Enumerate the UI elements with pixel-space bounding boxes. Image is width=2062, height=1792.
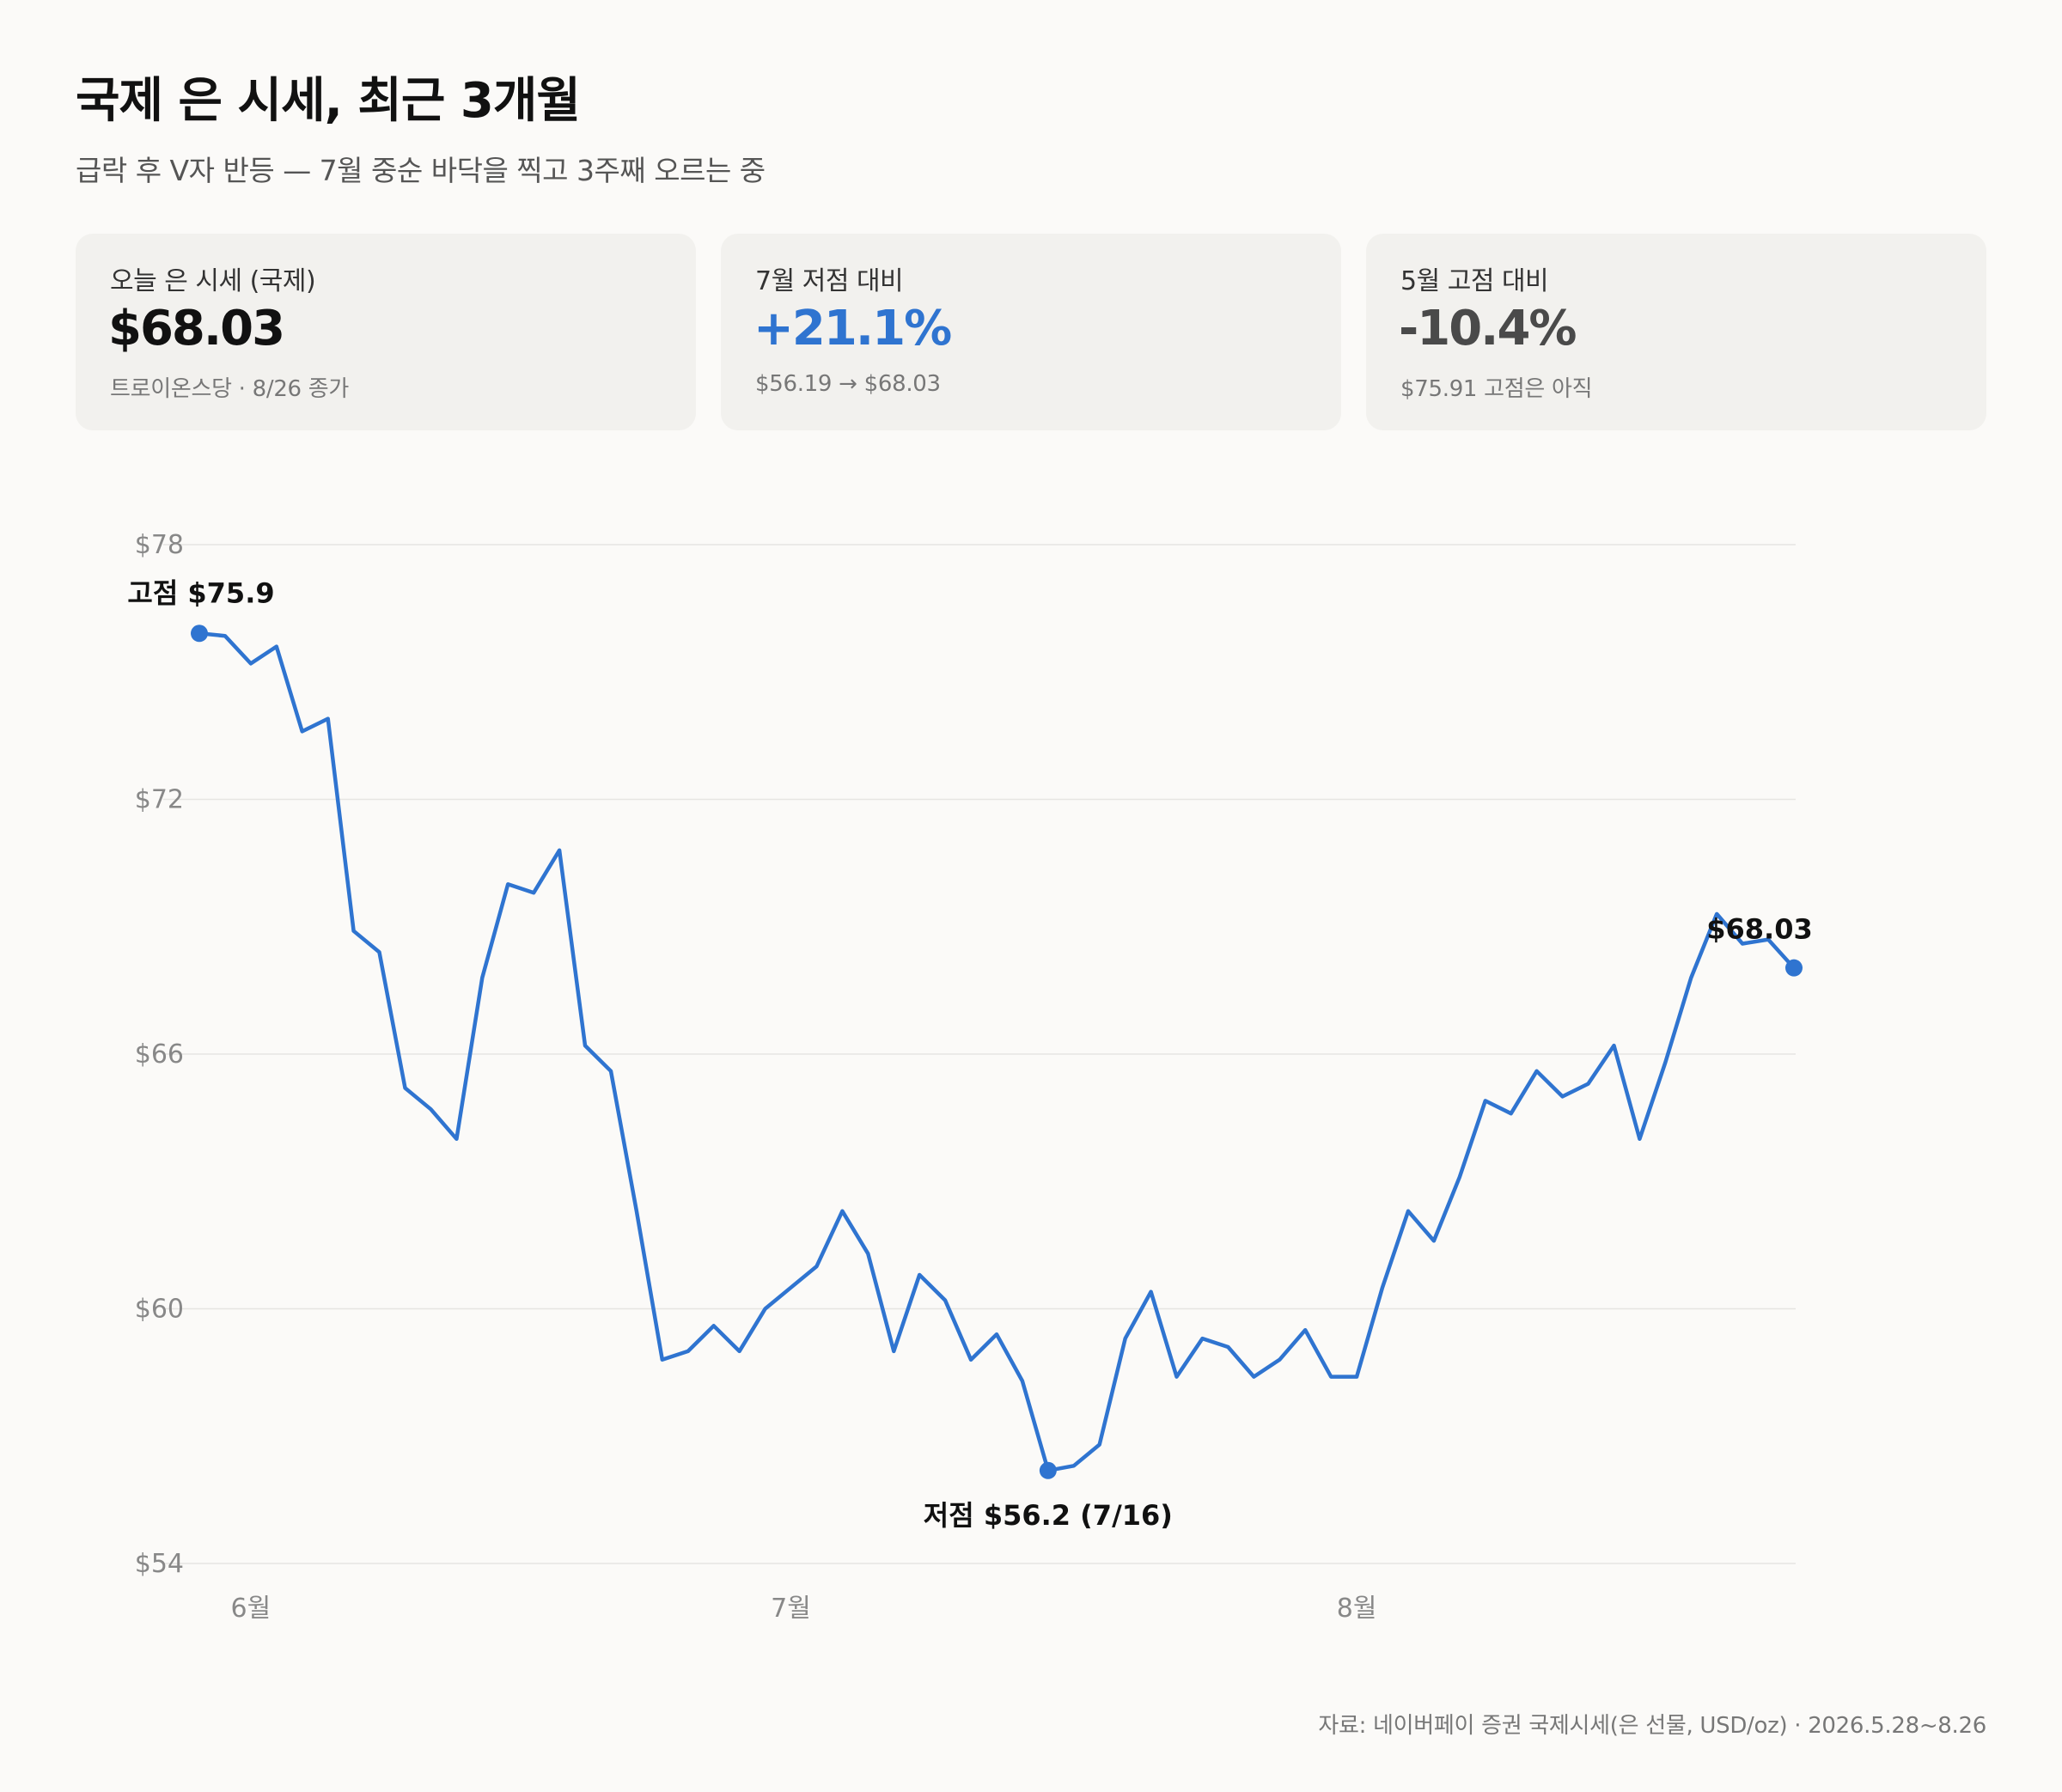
card-vs-july-low: 7월 저점 대비 +21.1% $56.19 → $68.03	[721, 234, 1341, 430]
summary-cards: 오늘 은 시세 (국제) $68.03 트로이온스당 · 8/26 종가 7월 …	[76, 234, 1986, 430]
card-note: $56.19 → $68.03	[755, 371, 941, 397]
card-note: $75.91 고점은 아직	[1400, 376, 1593, 402]
y-tick-label: $54	[135, 1549, 184, 1579]
card-vs-may-high: 5월 고점 대비 -10.4% $75.91 고점은 아직	[1366, 234, 1986, 430]
series-layer	[197, 631, 1797, 1473]
card-label: 5월 고점 대비	[1400, 266, 1549, 296]
card-value: -10.4%	[1399, 301, 1577, 357]
data-point	[191, 625, 208, 643]
card-label: 7월 저점 대비	[755, 266, 904, 296]
card-value: $68.03	[108, 301, 285, 357]
x-tick-label: 6월	[231, 1594, 271, 1624]
x-axis-ticks: 6월 7월 8월	[231, 1594, 1377, 1624]
annotation-label: 고점 $75.9	[127, 576, 274, 609]
grid-lines	[163, 544, 1796, 1564]
data-point	[1785, 959, 1803, 977]
card-label: 오늘 은 시세 (국제)	[110, 266, 316, 296]
x-tick-label: 7월	[771, 1594, 811, 1624]
card-today-price: 오늘 은 시세 (국제) $68.03 트로이온스당 · 8/26 종가	[76, 234, 696, 430]
annotations: 고점 $75.9 저점 $56.2 (7/16) $68.03	[127, 576, 1812, 1531]
data-point	[1039, 1461, 1057, 1479]
annotation-label: 저점 $56.2 (7/16)	[924, 1499, 1173, 1532]
card-value: +21.1%	[753, 301, 952, 357]
x-tick-label: 8월	[1337, 1594, 1377, 1624]
chart-title: 국제 은 시세, 최근 3개월	[76, 73, 581, 129]
y-axis-ticks: $54 $60 $66 $72 $78	[135, 530, 184, 1579]
y-tick-label: $78	[135, 530, 184, 560]
line-chart: $54 $60 $66 $72 $78 6월 7월 8월 고점 $75.9 저점 $56.2 …	[127, 530, 1812, 1624]
annotation-label: $68.03	[1706, 913, 1812, 946]
y-tick-label: $60	[135, 1295, 184, 1325]
y-tick-label: $72	[135, 785, 184, 815]
chart-subtitle: 급락 후 V자 반등 — 7월 중순 바닥을 찍고 3주째 오르는 중	[76, 154, 766, 187]
series-line	[197, 631, 1797, 1473]
card-note: 트로이온스당 · 8/26 종가	[110, 376, 350, 402]
y-tick-label: $66	[135, 1039, 184, 1070]
source-note: 자료: 네이버페이 증권 국제시세(은 선물, USD/oz) · 2026.5…	[1318, 1713, 1986, 1739]
